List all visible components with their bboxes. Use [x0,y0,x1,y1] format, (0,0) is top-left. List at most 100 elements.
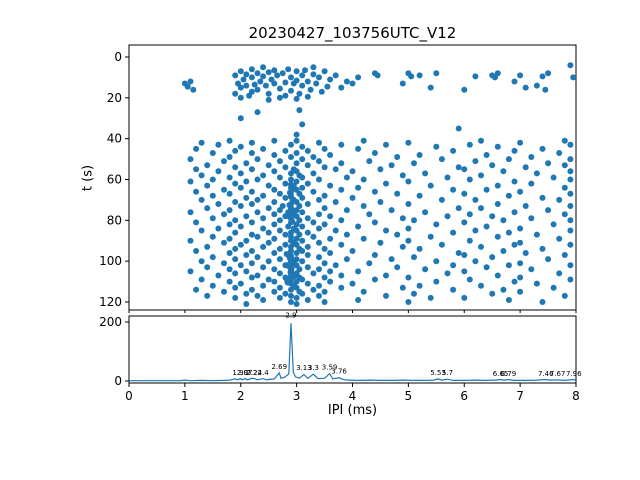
scatter-point [533,82,540,89]
x-tick-label: 0 [125,389,133,403]
scatter-point [276,207,283,214]
scatter-point [265,162,272,169]
scatter-point [377,166,384,173]
scatter-point [366,158,373,165]
scatter-point [550,221,557,228]
scatter-point [567,203,574,209]
scatter-point [377,199,384,205]
scatter-point [316,196,322,203]
scatter-point [198,227,205,234]
scatter-point [321,205,328,212]
scatter-point [288,141,294,148]
scatter-point [279,70,286,77]
scatter-point [237,84,244,91]
scatter-point [299,223,306,230]
scatter-point [248,201,255,207]
scatter-point [232,164,239,171]
scatter-point [483,152,490,158]
scatter-point [561,137,568,144]
scatter-point [304,264,311,271]
scatter-point [204,205,211,212]
scatter-point [237,262,244,269]
scatter-point [271,80,278,87]
peak-annotation: 3.13 [296,364,312,372]
scatter-point [254,209,261,216]
scatter-point [411,217,417,224]
scatter-point [327,213,334,220]
scatter-point [318,88,325,95]
scatter-point [371,219,378,226]
scatter-point [427,84,434,91]
scatter-point [422,266,429,273]
scatter-point [232,270,239,277]
peak-annotation: 3.3 [308,364,319,372]
scatter-point [316,74,322,81]
scatter-point [321,145,328,152]
scatter-point [243,160,250,167]
scatter-point [522,250,529,256]
y-tick-label: 80 [107,213,122,227]
scatter-point [209,192,216,199]
scatter-point [304,180,311,187]
peak-annotation: 2.2 [246,369,257,377]
scatter-point [304,93,311,100]
scatter-point [310,71,317,78]
scatter-point [343,174,350,181]
scatter-point [338,284,345,291]
peak-annotation: 2.9 [285,312,296,320]
scatter-point [304,201,311,207]
scatter-point [545,207,552,214]
scatter-point [316,176,322,183]
scatter-point [293,137,300,144]
scatter-point [539,299,546,305]
scatter-point [461,252,468,258]
scatter-point [271,221,278,228]
peak-annotation: 7.96 [566,370,582,378]
scatter-point [539,194,546,201]
scatter-point [243,213,250,220]
scatter-point [287,269,294,276]
scatter-point [371,150,378,156]
scatter-point [433,258,440,265]
scatter-point [198,276,205,283]
scatter-point [567,241,574,248]
scatter-point [299,237,306,244]
scatter-point [296,107,303,114]
scatter-point [265,258,272,265]
scatter-point [394,154,401,160]
peak-annotation: 7.67 [550,370,566,378]
scatter-point [466,176,473,183]
scatter-point [416,245,423,252]
scatter-point [215,225,222,232]
scatter-point [293,150,300,156]
scatter-point [226,207,233,214]
scatter-point [561,292,568,299]
scatter-point [567,227,574,234]
scatter-point [254,70,261,77]
scatter-point [237,280,244,287]
scatter-point [243,82,250,89]
x-tick-label: 8 [572,389,580,403]
scatter-point [262,82,269,89]
peak-annotation: 3.76 [331,368,347,376]
scatter-point [226,137,233,144]
scatter-point [466,276,473,283]
y-tick-label: 40 [107,132,122,146]
scatter-point [567,217,574,224]
scatter-point [533,170,540,177]
scatter-point [405,274,412,281]
scatter-point [187,178,194,185]
scatter-point [254,272,261,279]
scatter-point [248,88,255,95]
scatter-point [517,225,524,232]
scatter-point [505,229,512,236]
scatter-point [299,156,306,163]
scatter-point [265,96,272,103]
scatter-point [466,141,473,148]
scatter-point [343,256,350,263]
scatter-point [276,245,283,252]
scatter-point [321,288,328,295]
scatter-point [204,264,211,271]
